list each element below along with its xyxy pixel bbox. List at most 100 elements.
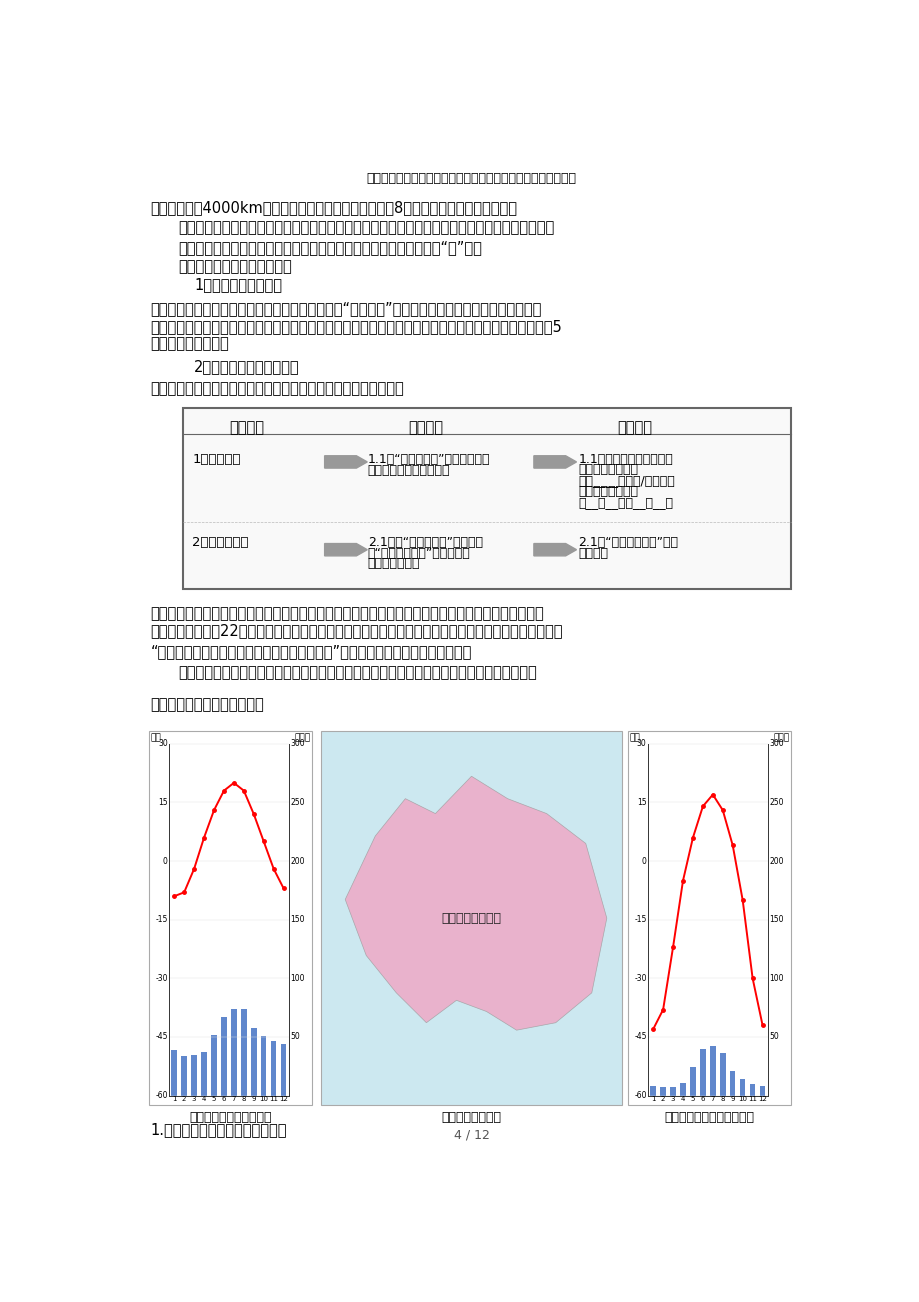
Text: 12: 12 [278, 1096, 288, 1103]
Text: 知道为什么吗？第22届冬奥会在这里举行。俄罥斯总统在申办冬奥会时曾胸有成竹地对国际奥委会成员说: 知道为什么吗？第22届冬奥会在这里举行。俄罥斯总统在申办冬奥会时曾胸有成竹地对国… [151, 624, 562, 638]
Text: 5: 5 [211, 1096, 216, 1103]
Text: 1: 1 [651, 1096, 654, 1103]
Text: 和们再请一位小老师到讲台上给大家指图讲解俄罥斯的地形特点。: 和们再请一位小老师到讲台上给大家指图讲解俄罥斯的地形特点。 [151, 381, 404, 396]
Bar [181, 1056, 187, 1096]
FancyBboxPatch shape [183, 408, 790, 589]
Bar [261, 1036, 267, 1096]
Text: 分钟之内完成任务。: 分钟之内完成任务。 [151, 336, 229, 352]
Text: 导学过程: 导学过程 [407, 421, 442, 435]
Text: 11: 11 [747, 1096, 756, 1103]
Text: 乌拉尔山脉以西：: 乌拉尔山脉以西： [578, 464, 638, 477]
Bar [699, 1048, 705, 1096]
Text: -60: -60 [633, 1091, 646, 1100]
Text: 250: 250 [768, 798, 783, 807]
Bar [729, 1072, 734, 1096]
Text: 2.1见“俄罥斯示意图”中所: 2.1见“俄罥斯示意图”中所 [578, 536, 677, 549]
Text: -15: -15 [633, 915, 646, 924]
Bar [231, 1009, 236, 1096]
Text: 降水量: 降水量 [772, 733, 789, 742]
Text: 10: 10 [737, 1096, 746, 1103]
Text: 6: 6 [221, 1096, 226, 1103]
Text: 要了解俄罗斯的地形特点，我们需要看什么地图？“俄地形图”。下面请同学们观察俄罗斯地形图，从: 要了解俄罗斯的地形特点，我们需要看什么地图？“俄地形图”。下面请同学们观察俄罗斯… [151, 301, 541, 316]
Text: 300: 300 [768, 740, 783, 749]
FancyBboxPatch shape [149, 732, 312, 1105]
Text: 2.1根据“俄罥斯地形”图，在学: 2.1根据“俄罥斯地形”图，在学 [368, 536, 482, 549]
FancyArrow shape [533, 543, 576, 556]
Text: 3: 3 [192, 1096, 196, 1103]
Text: （承转）：辽阔的疆域为俄罗斯提供了多样的自然环境，其中地形开阔就是国土广大的直接体现。: （承转）：辽阔的疆域为俄罗斯提供了多样的自然环境，其中地形开阔就是国土广大的直接… [178, 220, 554, 236]
Text: 2: 2 [182, 1096, 187, 1103]
Text: 8: 8 [242, 1096, 245, 1103]
Text: 0: 0 [641, 857, 646, 866]
FancyBboxPatch shape [628, 732, 790, 1105]
Text: -60: -60 [155, 1091, 167, 1100]
Text: 温度: 温度 [151, 733, 161, 742]
Bar [280, 1044, 286, 1096]
Text: 200: 200 [289, 857, 304, 866]
Text: 8: 8 [720, 1096, 724, 1103]
Text: 乌拉尔山脉以东：: 乌拉尔山脉以东： [578, 486, 638, 499]
Text: 150: 150 [768, 915, 783, 924]
FancyArrow shape [533, 456, 576, 469]
Text: -15: -15 [155, 915, 167, 924]
Bar [251, 1027, 256, 1096]
Text: 1.1读“俄罗斯地形”图，看图例，: 1.1读“俄罗斯地形”图，看图例， [368, 453, 490, 466]
Text: 11: 11 [269, 1096, 278, 1103]
Text: 4 / 12: 4 / 12 [453, 1129, 489, 1142]
Bar [211, 1035, 217, 1096]
Bar [271, 1040, 276, 1096]
Text: 12: 12 [757, 1096, 766, 1103]
Text: 俄罥斯气候分布图: 俄罥斯气候分布图 [441, 911, 501, 924]
Text: 9: 9 [730, 1096, 734, 1103]
Text: 地势____（较高/低平），: 地势____（较高/低平）， [578, 474, 675, 487]
Text: 30: 30 [636, 740, 646, 749]
Text: 30: 30 [158, 740, 167, 749]
Text: （设计意图：用比较直观的录像和对比的方法让学生体会到俄罗斯的“大”。）: （设计意图：用比较直观的录像和对比的方法让学生体会到俄罗斯的“大”。） [178, 240, 482, 255]
Text: 温度: 温度 [629, 733, 640, 742]
Text: -30: -30 [633, 974, 646, 983]
Text: 10: 10 [259, 1096, 268, 1103]
Text: 50: 50 [768, 1032, 778, 1042]
Text: 雅库茱克各月气温和降水量: 雅库茱克各月气温和降水量 [664, 1111, 754, 1124]
Text: 降水量: 降水量 [294, 733, 310, 742]
Text: 9: 9 [251, 1096, 255, 1103]
Bar [670, 1087, 675, 1096]
Text: 15: 15 [636, 798, 646, 807]
Text: 窄一些，也有4000km宽，相当于坐火车从济南到北京赘8趟，这个国家的地域真大啊！: 窄一些，也有4000km宽，相当于坐火车从济南到北京赘8趟，这个国家的地域真大啊… [151, 201, 517, 215]
Text: 地势高低、地形区分布两方面完成导学过程的问题，了解地形特点。和们比比哪些同学读图能力强，能在5: 地势高低、地形区分布两方面完成导学过程的问题，了解地形特点。和们比比哪些同学读图… [151, 319, 562, 333]
Text: 七年级地理下册第七章第四节俄罗斯教学设计（新版）新人教版: 七年级地理下册第七章第四节俄罗斯教学设计（新版）新人教版 [366, 172, 576, 185]
Text: 4: 4 [680, 1096, 685, 1103]
Bar [709, 1047, 715, 1096]
Text: 莫斯科各月气温和降水量: 莫斯科各月气温和降水量 [189, 1111, 271, 1124]
Bar [660, 1087, 665, 1096]
Bar [739, 1079, 744, 1096]
Text: 1.读直方图总结气候寒冷的特点。: 1.读直方图总结气候寒冷的特点。 [151, 1122, 287, 1137]
Text: 250: 250 [289, 798, 304, 807]
Text: 1.1俄罥斯地势高低情况：: 1.1俄罥斯地势高低情况： [578, 453, 673, 466]
Text: 地形区的名称。: 地形区的名称。 [368, 557, 420, 570]
Text: 15: 15 [158, 798, 167, 807]
FancyArrow shape [324, 456, 367, 469]
Text: 填内容。: 填内容。 [578, 547, 607, 560]
Text: 6: 6 [700, 1096, 704, 1103]
Text: 判断俄罥斯的地势高低。: 判断俄罥斯的地势高低。 [368, 465, 449, 478]
Bar [221, 1017, 226, 1096]
Text: 3: 3 [670, 1096, 675, 1103]
Bar [679, 1083, 685, 1096]
Text: （承转）：在俄罥斯西南，黑海之滨有一个城市索契，在今年春节期间成为了世界瞩目的地方，同学们: （承转）：在俄罥斯西南，黑海之滨有一个城市索契，在今年春节期间成为了世界瞩目的地… [151, 605, 544, 621]
Text: 2、地形区分布: 2、地形区分布 [192, 536, 249, 549]
Text: -30: -30 [155, 974, 167, 983]
Text: （设计意图：为学生搞建看图学习的阶梯，充分调动学生自主用图、学图的积极性和能力。）: （设计意图：为学生搞建看图学习的阶梯，充分调动学生自主用图、学图的积极性和能力。… [178, 665, 537, 680]
Polygon shape [345, 776, 607, 1030]
Text: 0: 0 [163, 857, 167, 866]
Bar [689, 1068, 695, 1096]
Text: 4: 4 [201, 1096, 206, 1103]
FancyBboxPatch shape [321, 732, 621, 1105]
Text: 东__西__，南__北__。: 东__西__，南__北__。 [578, 496, 673, 509]
Bar [720, 1053, 725, 1096]
Text: -45: -45 [633, 1032, 646, 1042]
Bar [191, 1055, 197, 1096]
Text: “举办冬奥会，我们俄罥斯有得天独厚的条件。”谁知道这得天独厚的条件是什么？: “举办冬奥会，我们俄罥斯有得天独厚的条件。”谁知道这得天独厚的条件是什么？ [151, 644, 471, 659]
Text: 5: 5 [690, 1096, 695, 1103]
Text: 教学环节三：导学自主学地形: 教学环节三：导学自主学地形 [178, 259, 292, 275]
